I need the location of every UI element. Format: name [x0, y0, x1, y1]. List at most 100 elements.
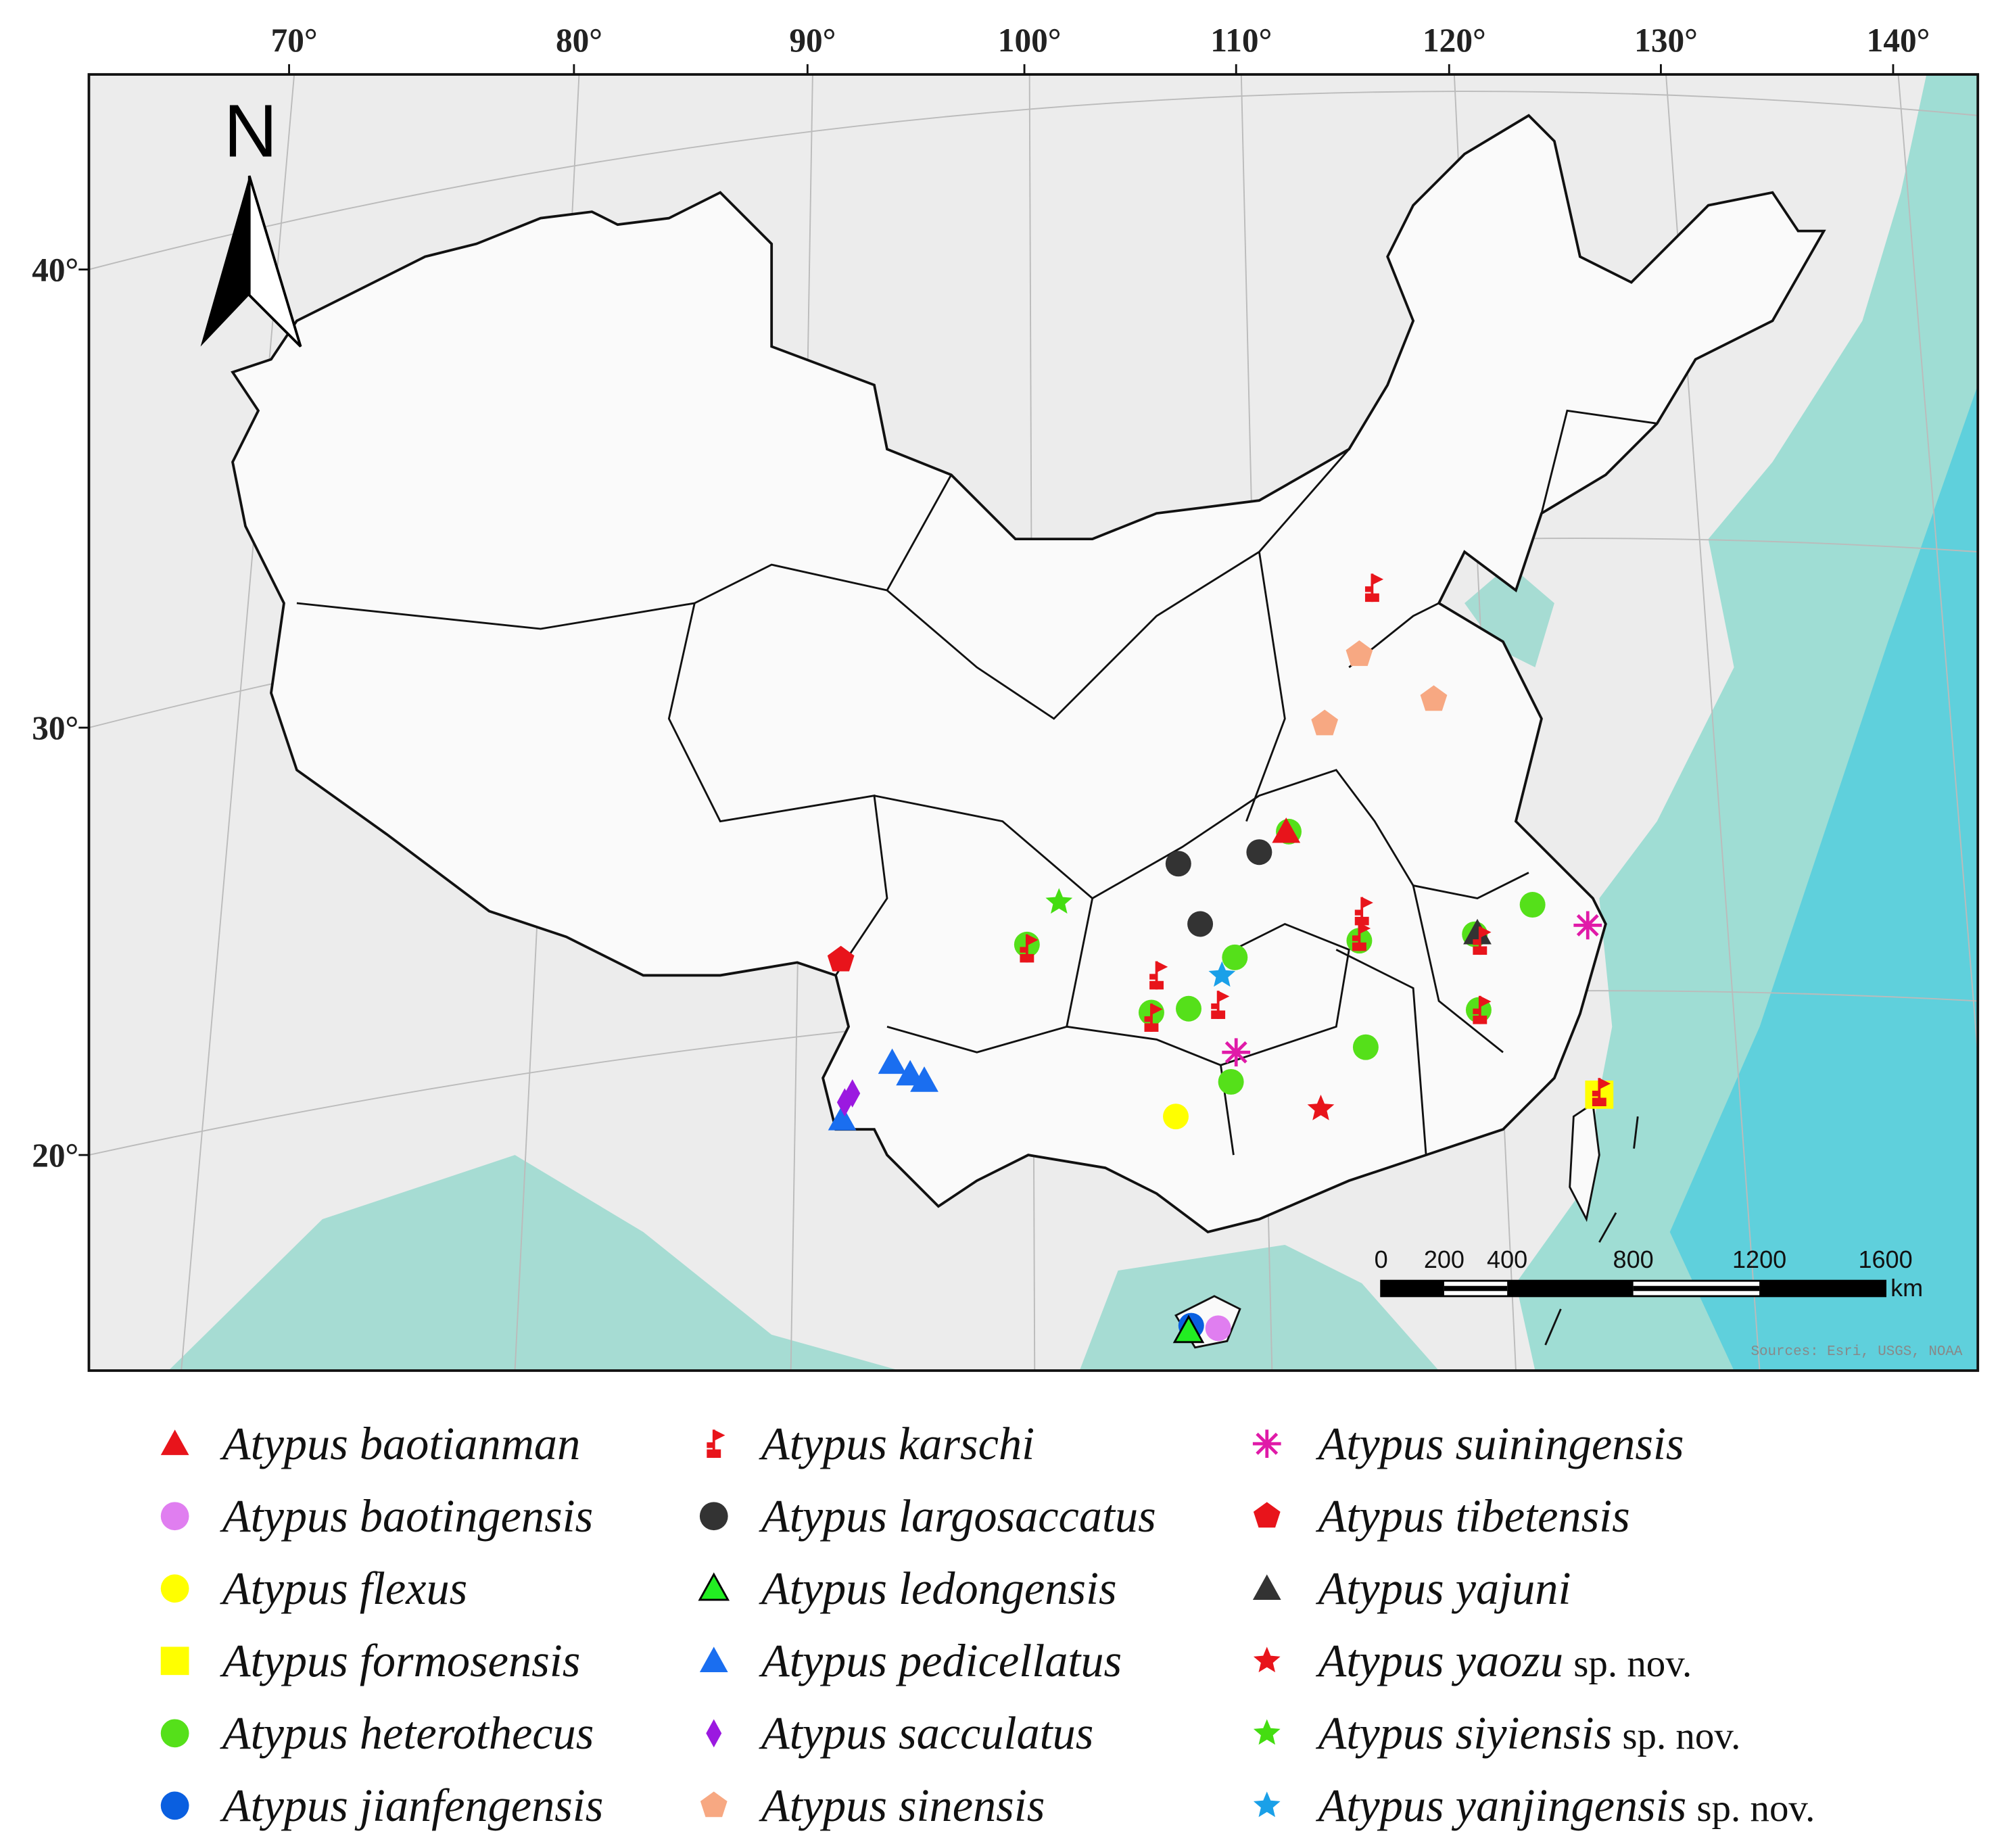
longitude-label: 90° — [789, 22, 836, 59]
occurrence-marker — [1473, 995, 1492, 1024]
legend-name: Atypus sinensis — [759, 1780, 1045, 1831]
latitude-label: 40° — [32, 252, 78, 289]
legend-label: Atypus flexus — [220, 1563, 467, 1614]
occurrence-marker-shape — [1354, 916, 1369, 926]
legend-item: Atypus ledongensis — [698, 1563, 1117, 1614]
occurrence-marker-shape — [1026, 934, 1039, 946]
occurrence-marker-shape — [1218, 1068, 1244, 1095]
occurrence-marker — [1020, 934, 1039, 963]
legend-name: Atypus baotingensis — [220, 1490, 593, 1542]
legend-item: Atypus yaozu sp. nov. — [1253, 1635, 1692, 1686]
longitude-label: 70° — [271, 22, 318, 59]
occurrence-marker — [1272, 817, 1301, 843]
legend-symbol — [160, 1719, 189, 1748]
sea-bengal — [168, 1155, 900, 1371]
occurrence-marker-shape — [896, 1060, 925, 1086]
occurrence-marker-shape — [1576, 914, 1599, 937]
occurrence-marker — [1420, 685, 1448, 711]
legend-symbol-shape — [1253, 1646, 1281, 1673]
legend-label: Atypus sacculatus — [759, 1707, 1093, 1759]
occurrence-marker-shape — [1187, 911, 1214, 937]
legend-item: Atypus flexus — [160, 1563, 467, 1614]
legend-name: Atypus tibetensis — [1316, 1490, 1630, 1542]
legend-symbol-shape — [160, 1719, 189, 1748]
scale-bar-label: 800 — [1613, 1246, 1654, 1273]
legend-suffix: sp. nov. — [1696, 1787, 1815, 1830]
longitude-label: 110° — [1210, 22, 1272, 59]
north-arrow: N — [200, 90, 302, 348]
scale-bar-segment — [1381, 1281, 1444, 1296]
occurrence-marker — [1222, 944, 1248, 970]
occurrence-marker-shape — [1473, 1008, 1480, 1014]
legend-label: Atypus yaozu sp. nov. — [1316, 1635, 1692, 1686]
occurrence-marker — [1218, 1068, 1244, 1095]
legend-symbol-shape — [1253, 1719, 1281, 1745]
legend-name: Atypus yaozu — [1316, 1635, 1563, 1686]
occurrence-marker-shape — [828, 1105, 857, 1131]
legend-item: Atypus sinensis — [700, 1780, 1045, 1831]
occurrence-marker-shape — [1222, 944, 1248, 970]
longitude-label: 100° — [998, 22, 1062, 59]
occurrence-marker-shape — [1163, 1104, 1189, 1130]
legend-symbol — [1253, 1502, 1281, 1528]
occurrence-marker-shape — [1149, 980, 1164, 990]
occurrence-marker — [1172, 1314, 1205, 1344]
legend-label: Atypus ledongensis — [759, 1563, 1117, 1614]
map-area — [89, 74, 1978, 1371]
legend-label: Atypus siyiensis sp. nov. — [1316, 1707, 1741, 1759]
legend-label: Atypus suiningensis — [1316, 1418, 1684, 1469]
occurrence-marker-shape — [827, 945, 855, 972]
occurrence-marker-shape — [1473, 1016, 1487, 1024]
legend-symbol — [160, 1791, 189, 1820]
legend-symbol-shape — [1253, 1502, 1281, 1528]
occurrence-marker — [910, 1066, 938, 1092]
occurrence-marker — [1346, 640, 1373, 666]
legend-item: Atypus heterothecus — [160, 1707, 594, 1759]
legend-symbol-shape — [160, 1429, 189, 1455]
legend-symbol — [707, 1429, 725, 1459]
legend-label: Atypus heterothecus — [220, 1707, 594, 1759]
boundary-dashes — [1544, 1116, 1639, 1346]
north-label: N — [224, 90, 277, 173]
legend-symbol — [700, 1791, 728, 1818]
scale-bar-label: 200 — [1424, 1246, 1465, 1273]
occurrence-marker-shape — [1224, 1041, 1247, 1064]
legend-item: Atypus yajuni — [1252, 1563, 1571, 1614]
occurrence-marker-shape — [1165, 851, 1191, 877]
legend-symbol — [699, 1646, 728, 1672]
legend-symbol-shape — [1253, 1791, 1281, 1818]
occurrence-marker-shape — [1218, 991, 1230, 1002]
longitude-label: 120° — [1423, 22, 1486, 59]
legend-symbol — [160, 1502, 189, 1531]
occurrence-marker-shape — [1463, 918, 1492, 945]
occurrence-marker-shape — [1354, 909, 1362, 916]
occurrence-marker — [1246, 839, 1272, 866]
occurrence-markers — [827, 573, 1614, 1344]
legend-name: Atypus suiningensis — [1316, 1418, 1684, 1469]
occurrence-marker-shape — [1149, 974, 1157, 980]
legend-name: Atypus baotianman — [220, 1418, 580, 1469]
occurrence-marker-shape — [1479, 926, 1492, 938]
legend-symbol-shape — [713, 1429, 725, 1441]
legend-symbol — [160, 1574, 189, 1603]
legend-label: Atypus sinensis — [759, 1780, 1045, 1831]
legend-name: Atypus yanjingensis — [1316, 1780, 1687, 1831]
occurrence-marker-shape — [1156, 961, 1168, 973]
occurrence-marker — [827, 945, 855, 972]
occurrence-marker-shape — [1144, 1016, 1151, 1022]
occurrence-marker — [1163, 1104, 1189, 1130]
sea-south-china — [1079, 1244, 1439, 1371]
occurrence-marker — [878, 1048, 907, 1074]
occurrence-marker-shape — [1479, 995, 1492, 1008]
legend-name: Atypus siyiensis — [1316, 1707, 1613, 1759]
legend-item: Atypus pedicellatus — [699, 1635, 1122, 1686]
legend-symbol-shape — [699, 1646, 728, 1672]
legend-symbol-shape — [1252, 1574, 1281, 1600]
scale-bar-segment — [1444, 1285, 1508, 1292]
legend-item: Atypus formosensis — [160, 1635, 580, 1686]
legend-suffix: sp. nov. — [1622, 1715, 1740, 1757]
occurrence-marker-shape — [1272, 817, 1301, 843]
occurrence-marker-shape — [1352, 935, 1360, 941]
